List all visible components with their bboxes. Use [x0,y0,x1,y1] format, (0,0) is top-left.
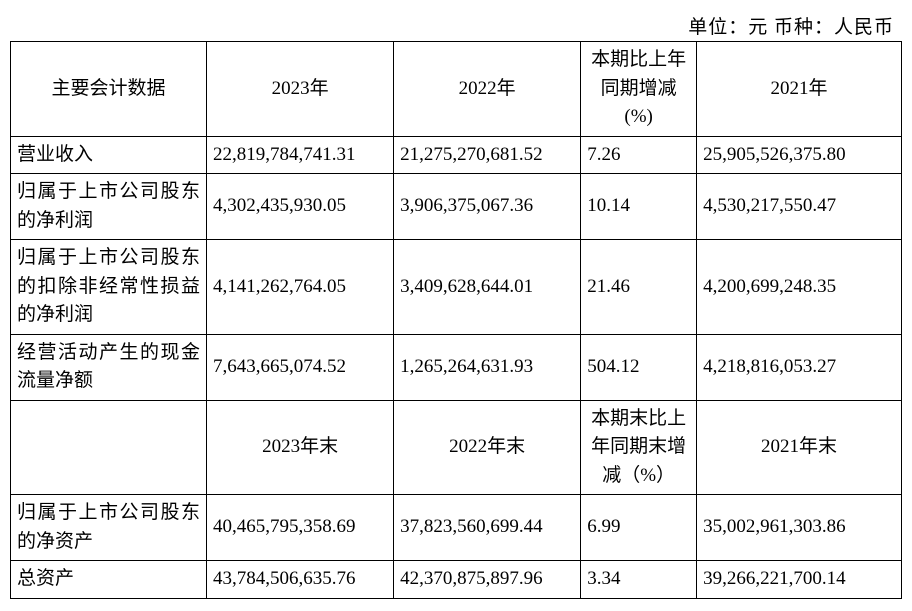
cell-2021: 25,905,526,375.80 [697,136,902,174]
table-row: 经营活动产生的现金流量净额 7,643,665,074.52 1,265,264… [11,334,902,400]
cell-pct: 10.14 [581,174,697,240]
header-pct-end: 本期末比上年同期末增减（%） [581,400,697,495]
unit-currency-line: 单位：元 币种：人民币 [10,12,902,39]
cell-pct: 6.99 [581,495,697,561]
cell-2023: 43,784,506,635.76 [207,561,394,599]
cell-2021: 39,266,221,700.14 [697,561,902,599]
table-row: 归属于上市公司股东的净利润 4,302,435,930.05 3,906,375… [11,174,902,240]
cell-2023: 40,465,795,358.69 [207,495,394,561]
header-row-mid: 2023年末 2022年末 本期末比上年同期末增减（%） 2021年末 [11,400,902,495]
header-blank [11,400,207,495]
cell-pct: 7.26 [581,136,697,174]
header-2021-end: 2021年末 [697,400,902,495]
row-label: 营业收入 [11,136,207,174]
header-row-top: 主要会计数据 2023年 2022年 本期比上年同期增减(%) 2021年 [11,42,902,137]
cell-2022: 37,823,560,699.44 [394,495,581,561]
header-2023-end: 2023年末 [207,400,394,495]
header-2023: 2023年 [207,42,394,137]
table-row: 总资产 43,784,506,635.76 42,370,875,897.96 … [11,561,902,599]
header-2022: 2022年 [394,42,581,137]
cell-2021: 35,002,961,303.86 [697,495,902,561]
table-row: 归属于上市公司股东的净资产 40,465,795,358.69 37,823,5… [11,495,902,561]
financial-data-table: 主要会计数据 2023年 2022年 本期比上年同期增减(%) 2021年 营业… [10,41,902,599]
cell-2023: 4,141,262,764.05 [207,240,394,335]
cell-2022: 3,906,375,067.36 [394,174,581,240]
row-label: 归属于上市公司股东的净资产 [11,495,207,561]
cell-2021: 4,200,699,248.35 [697,240,902,335]
cell-2021: 4,218,816,053.27 [697,334,902,400]
header-label: 主要会计数据 [11,42,207,137]
cell-2021: 4,530,217,550.47 [697,174,902,240]
header-pct: 本期比上年同期增减(%) [581,42,697,137]
cell-pct: 504.12 [581,334,697,400]
cell-2022: 42,370,875,897.96 [394,561,581,599]
cell-2023: 7,643,665,074.52 [207,334,394,400]
header-2021: 2021年 [697,42,902,137]
row-label: 归属于上市公司股东的扣除非经常性损益的净利润 [11,240,207,335]
cell-2022: 1,265,264,631.93 [394,334,581,400]
cell-2023: 22,819,784,741.31 [207,136,394,174]
cell-2023: 4,302,435,930.05 [207,174,394,240]
cell-pct: 3.34 [581,561,697,599]
row-label: 经营活动产生的现金流量净额 [11,334,207,400]
cell-2022: 3,409,628,644.01 [394,240,581,335]
table-row: 归属于上市公司股东的扣除非经常性损益的净利润 4,141,262,764.05 … [11,240,902,335]
row-label: 归属于上市公司股东的净利润 [11,174,207,240]
table-row: 营业收入 22,819,784,741.31 21,275,270,681.52… [11,136,902,174]
row-label: 总资产 [11,561,207,599]
cell-pct: 21.46 [581,240,697,335]
header-2022-end: 2022年末 [394,400,581,495]
cell-2022: 21,275,270,681.52 [394,136,581,174]
